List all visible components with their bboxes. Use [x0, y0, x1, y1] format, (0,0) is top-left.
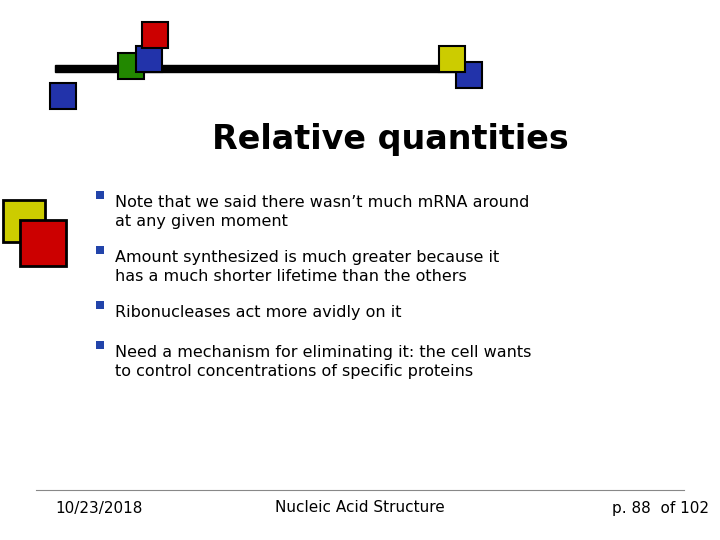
Text: Ribonucleases act more avidly on it: Ribonucleases act more avidly on it: [115, 305, 402, 320]
Bar: [439, 46, 465, 72]
Bar: [96, 301, 104, 309]
Text: Note that we said there wasn’t much mRNA around
at any given moment: Note that we said there wasn’t much mRNA…: [115, 195, 529, 229]
Text: p. 88  of 102: p. 88 of 102: [611, 501, 708, 516]
Bar: [20, 220, 66, 266]
Bar: [3, 200, 45, 242]
Text: Need a mechanism for eliminating it: the cell wants
to control concentrations of: Need a mechanism for eliminating it: the…: [115, 345, 531, 379]
Text: 10/23/2018: 10/23/2018: [55, 501, 143, 516]
Bar: [456, 62, 482, 88]
Bar: [136, 46, 162, 72]
Bar: [118, 53, 144, 79]
Bar: [55, 65, 460, 72]
Text: Relative quantities: Relative quantities: [212, 124, 568, 157]
Bar: [96, 341, 104, 349]
Text: Amount synthesized is much greater because it
has a much shorter lifetime than t: Amount synthesized is much greater becau…: [115, 250, 499, 284]
Bar: [50, 83, 76, 109]
Bar: [96, 191, 104, 199]
Text: Nucleic Acid Structure: Nucleic Acid Structure: [275, 501, 445, 516]
Bar: [142, 22, 168, 48]
Bar: [96, 246, 104, 254]
